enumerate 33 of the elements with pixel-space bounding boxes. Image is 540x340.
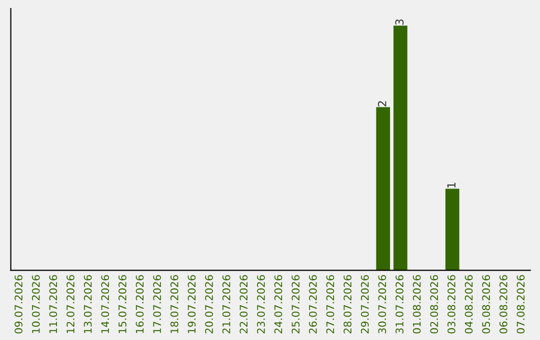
x-tick-label: 06.08.2026 <box>499 275 508 334</box>
x-tick-label: 15.07.2026 <box>118 275 126 333</box>
x-tick-label: 14.07.2026 <box>101 275 110 333</box>
data-label: 2 <box>378 101 386 106</box>
x-tick-label: 09.07.2026 <box>14 275 22 334</box>
x-tick-label: 18.07.2026 <box>170 275 178 333</box>
x-tick-label: 03.08.2026 <box>448 275 456 334</box>
x-tick-label: 25.07.2026 <box>292 275 300 334</box>
x-tick-label: 02.08.2026 <box>430 275 438 334</box>
x-tick-label: 30.07.2026 <box>378 275 386 334</box>
x-tick-label: 24.07.2026 <box>274 275 282 334</box>
data-label: 1 <box>447 182 456 188</box>
x-tick-label: 28.07.2026 <box>344 275 352 334</box>
x-tick-label: 16.07.2026 <box>136 275 144 333</box>
x-tick-label: 11.07.2026 <box>49 275 58 333</box>
x-tick-label: 05.08.2026 <box>482 275 490 334</box>
x-tick-label: 27.07.2026 <box>326 275 334 334</box>
x-tick-label: 26.07.2026 <box>308 275 317 334</box>
x-tick-label: 17.07.2026 <box>153 275 162 333</box>
x-tick-label: 20.07.2026 <box>205 275 213 334</box>
data-label: 3 <box>395 19 404 25</box>
x-tick-label: 07.08.2026 <box>516 275 525 334</box>
x-tick-label: 21.07.2026 <box>222 275 230 334</box>
x-tick-label: 29.07.2026 <box>360 275 369 334</box>
x-tick-label: 12.07.2026 <box>66 275 74 333</box>
x-tick-label: 13.07.2026 <box>84 275 92 333</box>
x-tick-label: 19.07.2026 <box>188 275 196 333</box>
x-tick-label: 10.07.2026 <box>32 275 40 333</box>
x-tick-label: 22.07.2026 <box>240 275 248 334</box>
x-tick-label: 01.08.2026 <box>412 275 421 334</box>
x-tick-label: 04.08.2026 <box>464 275 473 334</box>
x-tick-label: 23.07.2026 <box>257 275 265 334</box>
x-tick-label: 31.07.2026 <box>396 275 404 334</box>
